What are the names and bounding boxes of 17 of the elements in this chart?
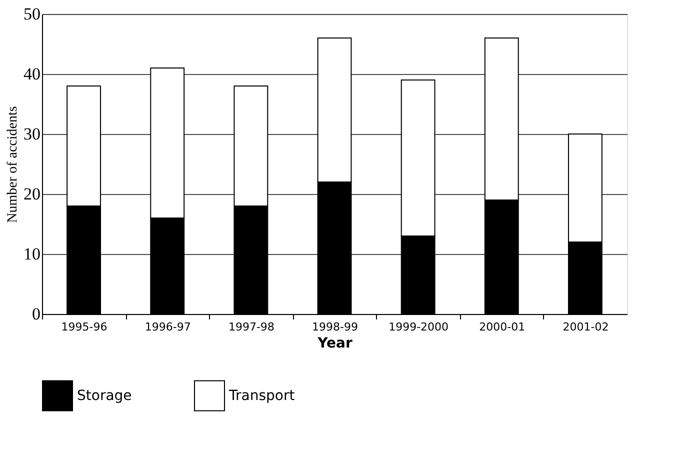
x-tick-label: 1995-96 <box>61 320 108 334</box>
y-tick-label: 30 <box>24 124 40 144</box>
x-axis-title: Year <box>316 336 352 352</box>
y-tick-label: 20 <box>24 184 40 204</box>
x-tick-label: 2000-01 <box>479 320 526 334</box>
y-tick-label: 40 <box>24 64 40 84</box>
legend-label: Storage <box>77 388 132 404</box>
x-tick-label: 1996-97 <box>144 320 191 334</box>
x-tick-label: 2001-02 <box>562 320 609 334</box>
y-tick-label: 10 <box>24 244 40 264</box>
x-tick-label: 1998-99 <box>312 320 358 334</box>
y-tick-label: 50 <box>24 4 40 24</box>
legend-label: Transport <box>228 388 296 404</box>
x-tick-label: 1997-98 <box>228 320 274 334</box>
y-axis-title: Number of accidents <box>6 106 20 223</box>
y-tick-label: 0 <box>32 304 40 324</box>
x-tick-label: 1999-2000 <box>388 320 449 334</box>
